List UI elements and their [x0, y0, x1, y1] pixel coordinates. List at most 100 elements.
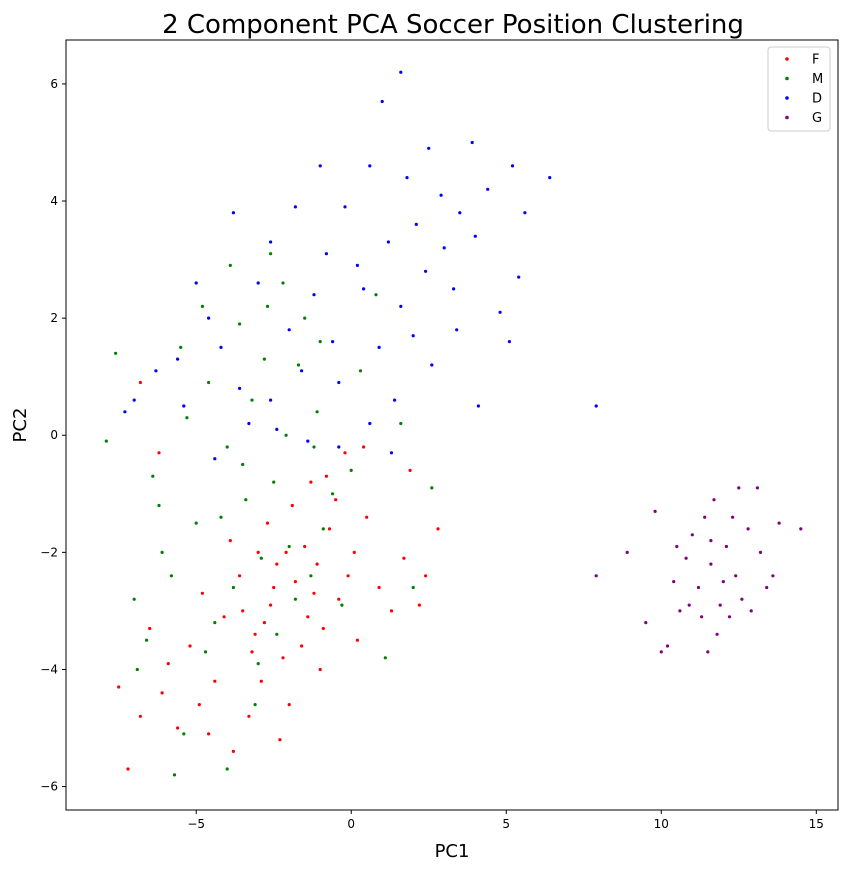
point-D-32	[269, 240, 273, 244]
point-D-19	[507, 340, 511, 344]
point-F-5	[281, 656, 285, 660]
point-D-0	[386, 240, 390, 244]
point-D-36	[355, 263, 359, 267]
point-F-45	[166, 662, 170, 666]
point-F-58	[197, 703, 201, 707]
point-M-51	[241, 462, 245, 467]
point-G-13	[715, 632, 719, 636]
x-tick-label-15: 15	[809, 817, 824, 831]
point-M-19	[358, 369, 363, 373]
point-D-51	[452, 287, 456, 291]
legend-marker-G	[785, 115, 789, 120]
point-M-42	[262, 357, 266, 361]
point-D-14	[510, 164, 515, 168]
point-D-13	[470, 140, 474, 145]
point-D-29	[207, 316, 211, 320]
points-layer	[104, 70, 803, 777]
point-F-49	[138, 380, 142, 385]
point-D-38	[424, 269, 428, 273]
point-G-30	[687, 603, 691, 607]
point-F-31	[362, 445, 366, 449]
point-F-20	[309, 480, 313, 484]
point-M-41	[219, 515, 223, 519]
point-D-28	[219, 345, 223, 349]
point-M-30	[383, 656, 387, 660]
point-F-6	[303, 544, 307, 549]
point-F-15	[365, 515, 369, 519]
point-D-56	[594, 404, 598, 408]
point-G-21	[653, 509, 657, 513]
point-G-2	[696, 585, 701, 590]
point-D-24	[337, 445, 341, 449]
point-F-36	[318, 667, 322, 672]
point-M-5	[315, 410, 319, 414]
point-M-6	[238, 322, 242, 326]
point-G-26	[777, 521, 781, 525]
point-D-5	[269, 398, 273, 402]
point-M-2	[296, 363, 301, 367]
point-M-28	[309, 574, 313, 578]
point-F-55	[306, 615, 310, 619]
point-M-21	[182, 732, 186, 736]
point-G-34	[675, 544, 679, 549]
point-D-48	[324, 252, 328, 256]
point-F-39	[241, 609, 245, 613]
point-M-43	[179, 345, 183, 349]
point-F-17	[188, 644, 192, 648]
point-M-39	[374, 293, 378, 297]
point-F-0	[293, 580, 297, 584]
point-D-10	[368, 164, 372, 168]
point-G-5	[684, 556, 688, 560]
point-D-59	[476, 404, 480, 408]
point-G-4	[718, 603, 722, 607]
point-F-2	[315, 562, 319, 566]
point-G-28	[749, 609, 753, 613]
point-M-16	[228, 263, 232, 267]
point-F-42	[355, 638, 359, 642]
point-G-23	[644, 621, 648, 625]
point-F-11	[290, 503, 294, 508]
point-D-35	[343, 205, 347, 209]
point-M-4	[225, 445, 229, 449]
x-tick-label-0: 0	[347, 817, 355, 831]
point-D-55	[256, 281, 260, 285]
point-M-47	[293, 597, 297, 601]
point-F-41	[312, 591, 316, 595]
point-M-7	[281, 281, 285, 285]
point-D-30	[194, 281, 198, 285]
legend-box	[767, 46, 831, 132]
y-tick-label--2: −2	[40, 545, 58, 559]
point-F-51	[324, 474, 328, 478]
point-M-50	[203, 650, 208, 654]
point-F-21	[377, 585, 381, 590]
point-F-8	[238, 574, 242, 578]
x-axis-label: PC1	[435, 841, 470, 862]
point-M-45	[253, 703, 257, 707]
point-D-1	[414, 222, 418, 226]
point-F-27	[148, 626, 152, 631]
point-F-23	[287, 703, 291, 707]
y-tick-label--6: −6	[40, 780, 58, 794]
x-tick-label-10: 10	[654, 817, 669, 831]
point-D-53	[427, 146, 431, 150]
x-tick-label-5: 5	[502, 817, 510, 831]
point-F-4	[327, 527, 332, 531]
point-F-48	[157, 451, 161, 455]
point-D-8	[458, 211, 462, 215]
point-G-35	[594, 574, 598, 578]
point-F-16	[247, 714, 251, 718]
point-M-27	[287, 544, 291, 549]
point-F-52	[417, 603, 421, 607]
point-D-27	[238, 386, 242, 390]
point-D-52	[486, 187, 490, 191]
point-F-3	[253, 632, 257, 636]
point-M-32	[430, 486, 434, 490]
point-F-35	[213, 679, 217, 683]
series-F	[117, 380, 440, 771]
point-D-12	[380, 99, 384, 104]
point-G-3	[734, 574, 738, 578]
point-F-25	[176, 726, 180, 730]
point-F-38	[278, 738, 282, 742]
series-G	[594, 486, 803, 654]
